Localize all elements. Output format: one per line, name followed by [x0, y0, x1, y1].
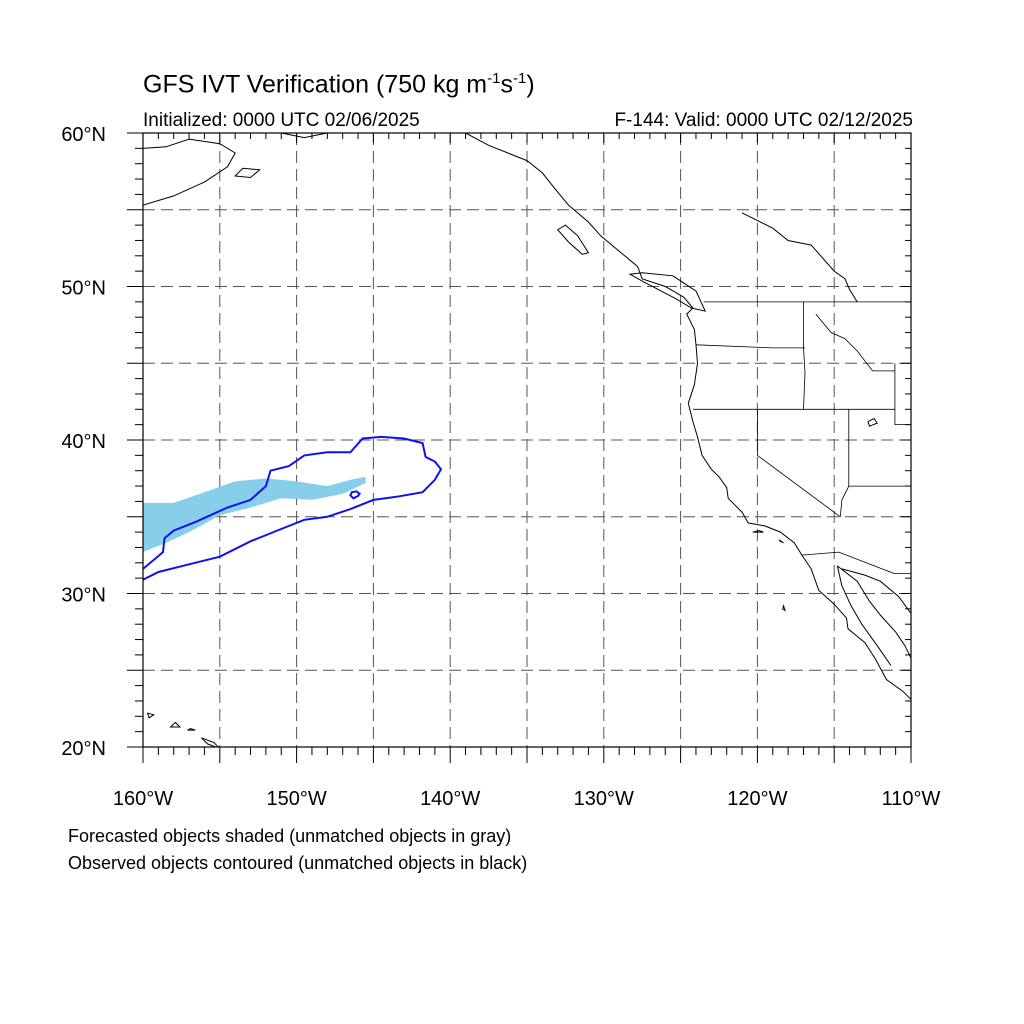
lat-label: 40°N — [61, 431, 106, 453]
observed-object-small-loop — [349, 490, 361, 500]
baja-inner-coast — [836, 565, 892, 666]
island — [752, 530, 764, 533]
island — [201, 737, 220, 747]
axis-ticks — [127, 132, 912, 763]
canada-boundary-line — [741, 212, 858, 303]
alaska-coastline — [143, 138, 236, 206]
island — [146, 712, 156, 719]
title-unit: s — [500, 70, 513, 99]
political-border — [695, 344, 805, 349]
forecast-layer — [143, 476, 366, 553]
political-border — [801, 551, 911, 574]
island — [778, 539, 784, 544]
lat-label: 30°N — [61, 585, 106, 607]
lon-label: 110°W — [882, 788, 941, 810]
island — [867, 417, 878, 427]
mexico-coast — [841, 568, 911, 614]
observed-object-contour — [143, 435, 443, 581]
coastline-layer — [143, 133, 911, 747]
island — [782, 604, 786, 612]
title-text: GFS IVT Verification (750 kg m — [143, 70, 488, 99]
title-close: ) — [526, 70, 535, 99]
political-border — [815, 313, 895, 372]
title-exponent-2: -1 — [512, 70, 527, 87]
valid-time-label: F-144: Valid: 0000 UTC 02/12/2025 — [614, 110, 913, 131]
political-border — [839, 409, 850, 517]
political-border — [757, 409, 841, 518]
axis-labels: 160°W 150°W 140°W 130°W 120°W 110°W 20°N 30°N 40… — [61, 124, 940, 810]
gulf-of-california-coast — [836, 565, 911, 659]
lon-label: 150°W — [266, 788, 326, 810]
lat-label: 50°N — [61, 278, 106, 300]
chart-title: GFS IVT Verification (750 kg m-1s-1) — [143, 70, 535, 99]
legend-forecast-note: Forecasted objects shaded (unmatched obj… — [68, 826, 512, 846]
forecast-object — [143, 476, 366, 553]
lon-label: 120°W — [727, 788, 787, 810]
lat-label: 60°N — [61, 124, 106, 146]
political-border — [803, 301, 806, 410]
gulf-of-alaska-coastline — [281, 133, 389, 139]
lon-label: 130°W — [574, 788, 634, 810]
island — [556, 224, 590, 255]
title-exponent-1: -1 — [487, 70, 501, 87]
coastline — [465, 133, 911, 700]
island — [187, 728, 196, 731]
observed-layer — [143, 435, 443, 581]
init-time-label: Initialized: 0000 UTC 02/06/2025 — [143, 110, 420, 131]
lon-label: 160°W — [113, 788, 173, 810]
lon-label: 140°W — [420, 788, 480, 810]
island — [628, 272, 707, 312]
gridlines — [143, 133, 911, 747]
island — [169, 721, 182, 728]
legend-observed-note: Observed objects contoured (unmatched ob… — [68, 853, 528, 873]
island — [234, 167, 261, 179]
lat-label: 20°N — [61, 738, 106, 760]
